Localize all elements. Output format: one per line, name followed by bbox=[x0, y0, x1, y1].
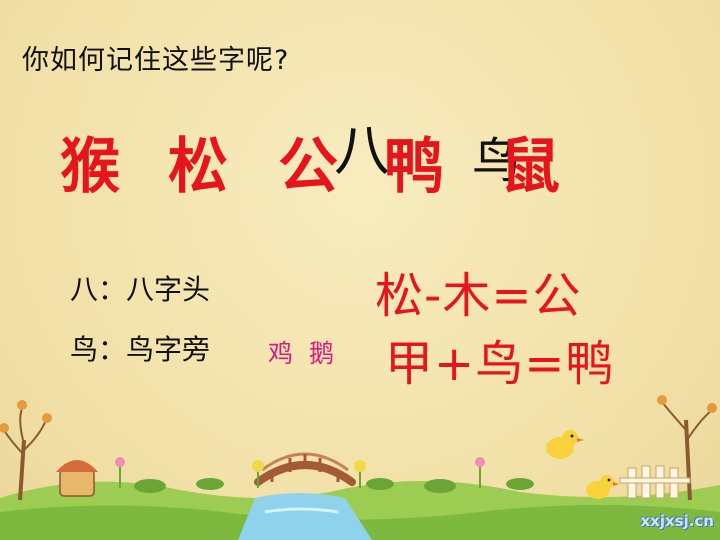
equation-jia-niao: 甲+鸟=鸭 bbox=[385, 336, 615, 392]
character-song: 松 bbox=[168, 132, 228, 202]
equation-song-mu: 松-木=公 bbox=[375, 268, 582, 324]
character-shu: 鼠 bbox=[500, 132, 560, 202]
character-gong: 公 bbox=[278, 132, 338, 202]
note-ba-radical: 八：八字头 bbox=[70, 273, 211, 306]
note-niao-radical: 鸟：鸟字旁 bbox=[70, 333, 211, 366]
example-characters: 鸡 鹅 bbox=[268, 339, 338, 368]
watermark: xxjxsj.cn bbox=[640, 512, 714, 530]
slide-title: 你如何记住这些字呢? bbox=[22, 45, 290, 76]
character-ya: 鸭 bbox=[384, 132, 444, 202]
radical-niao: 鸟 bbox=[472, 133, 521, 189]
character-hou: 猴 bbox=[60, 132, 120, 202]
radical-ba: 八 bbox=[334, 119, 390, 184]
